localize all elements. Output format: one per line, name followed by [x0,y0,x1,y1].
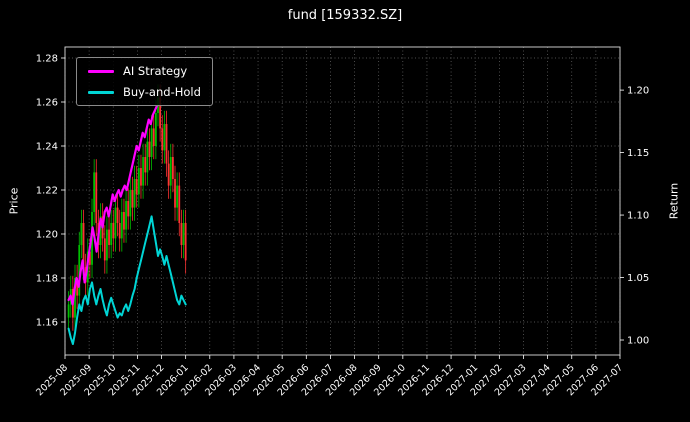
svg-text:1.20: 1.20 [627,86,649,97]
legend-label-buy-and-hold: Buy-and-Hold [123,85,201,99]
svg-text:1.05: 1.05 [627,273,649,284]
legend-item-buy-and-hold: Buy-and-Hold [88,85,201,99]
buy-and-hold-line-swatch [88,90,114,94]
svg-text:1.16: 1.16 [36,318,58,329]
right-axis-label: Return [667,182,681,220]
svg-text:1.00: 1.00 [627,336,649,347]
svg-text:1.10: 1.10 [627,211,649,222]
legend-label-ai-strategy: AI Strategy [123,64,188,78]
legend-item-ai-strategy: AI Strategy [88,64,201,78]
svg-text:1.24: 1.24 [36,142,58,153]
svg-text:1.26: 1.26 [36,98,58,109]
svg-text:1.22: 1.22 [36,186,58,197]
ai-strategy-line-swatch [88,69,114,73]
svg-text:1.18: 1.18 [36,274,58,285]
legend: AI Strategy Buy-and-Hold [76,57,213,106]
svg-text:1.20: 1.20 [36,230,58,241]
chart-title: fund [159332.SZ] [287,8,403,23]
svg-text:1.28: 1.28 [36,54,58,65]
svg-text:1.15: 1.15 [627,148,649,159]
left-axis-label: Price [7,187,21,215]
